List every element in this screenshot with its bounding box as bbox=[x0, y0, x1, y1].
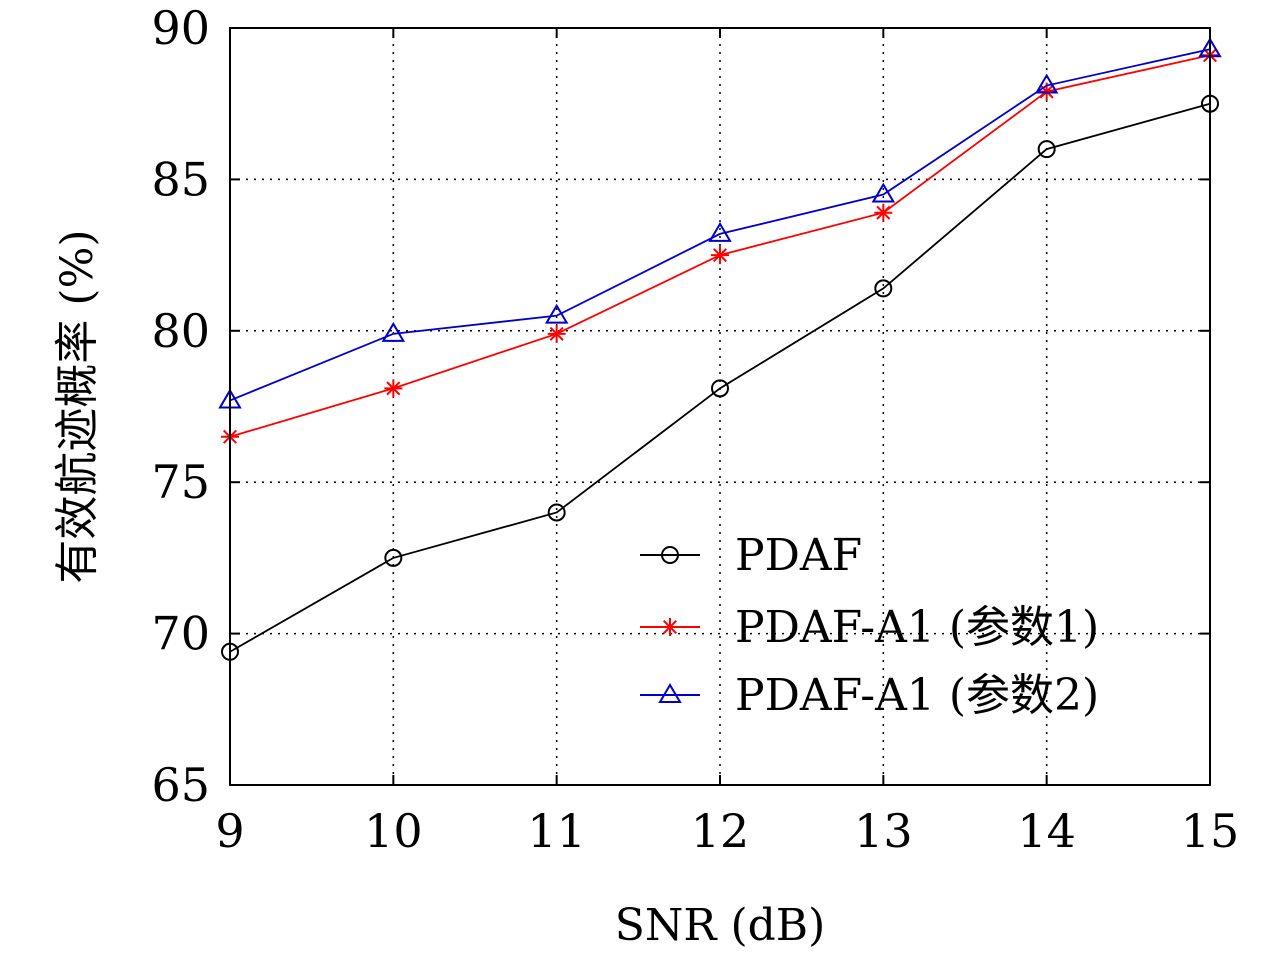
series-3-point bbox=[1034, 73, 1059, 94]
x-tick-label: 12 bbox=[691, 804, 750, 858]
x-tick-label: 13 bbox=[854, 804, 913, 858]
x-axis-label: SNR (dB) bbox=[615, 900, 826, 951]
y-tick-label: 65 bbox=[151, 758, 210, 812]
legend-label: PDAF-A1 (参数2) bbox=[735, 670, 1099, 721]
series-3 bbox=[218, 37, 1222, 409]
star-stroke bbox=[712, 248, 728, 263]
legend: PDAF PDAF-A1 (参数1) PDAF-A1 (参数2) bbox=[640, 530, 1099, 721]
legend-item-2: PDAF-A1 (参数1) bbox=[640, 602, 1099, 653]
x-tick-label: 9 bbox=[215, 804, 244, 858]
x-tick-label: 15 bbox=[1181, 804, 1240, 858]
series-2-point bbox=[547, 324, 566, 343]
y-tick-label: 90 bbox=[151, 1, 210, 55]
series-1-line bbox=[229, 102, 1211, 653]
x-tick-label: 11 bbox=[527, 804, 586, 858]
axis-ticks: 9 10 11 12 13 14 15 65 70 75 80 85 90 bbox=[151, 1, 1239, 858]
series-2-point bbox=[711, 246, 729, 265]
series-3-point bbox=[871, 182, 896, 203]
star-stroke bbox=[386, 381, 401, 396]
series-1-point bbox=[711, 379, 729, 398]
star-stroke bbox=[876, 205, 891, 220]
legend-swatch-marker bbox=[658, 683, 682, 703]
x-tick-label: 10 bbox=[364, 804, 423, 858]
x-tick-label: 14 bbox=[1017, 804, 1076, 858]
series-3-point bbox=[381, 321, 406, 342]
series-1-point bbox=[874, 279, 893, 298]
y-tick-label: 75 bbox=[151, 455, 210, 509]
series-1-point bbox=[384, 548, 403, 567]
legend-item-1: PDAF bbox=[640, 530, 862, 581]
series-1-point bbox=[1037, 140, 1056, 159]
legend-label: PDAF-A1 (参数1) bbox=[735, 602, 1099, 653]
legend-item-3: PDAF-A1 (参数2) bbox=[640, 670, 1099, 721]
legend-swatch-marker bbox=[661, 546, 679, 564]
star-stroke bbox=[662, 619, 678, 635]
legend-label: PDAF bbox=[735, 530, 862, 581]
series-3-point bbox=[708, 221, 732, 242]
series-3-line bbox=[229, 48, 1211, 402]
series-2-point bbox=[874, 203, 893, 222]
series-3-point bbox=[544, 303, 569, 324]
legend-swatch-marker bbox=[661, 618, 679, 636]
y-tick-label: 85 bbox=[151, 152, 210, 206]
y-axis-label: 有效航迹概率 (%) bbox=[52, 229, 103, 583]
star-stroke bbox=[549, 326, 564, 341]
series-2 bbox=[221, 46, 1219, 446]
grid bbox=[230, 28, 1210, 785]
series-1-point bbox=[547, 503, 566, 522]
y-tick-label: 80 bbox=[151, 304, 210, 358]
y-tick-label: 70 bbox=[151, 607, 210, 661]
series-2-point bbox=[384, 379, 403, 398]
